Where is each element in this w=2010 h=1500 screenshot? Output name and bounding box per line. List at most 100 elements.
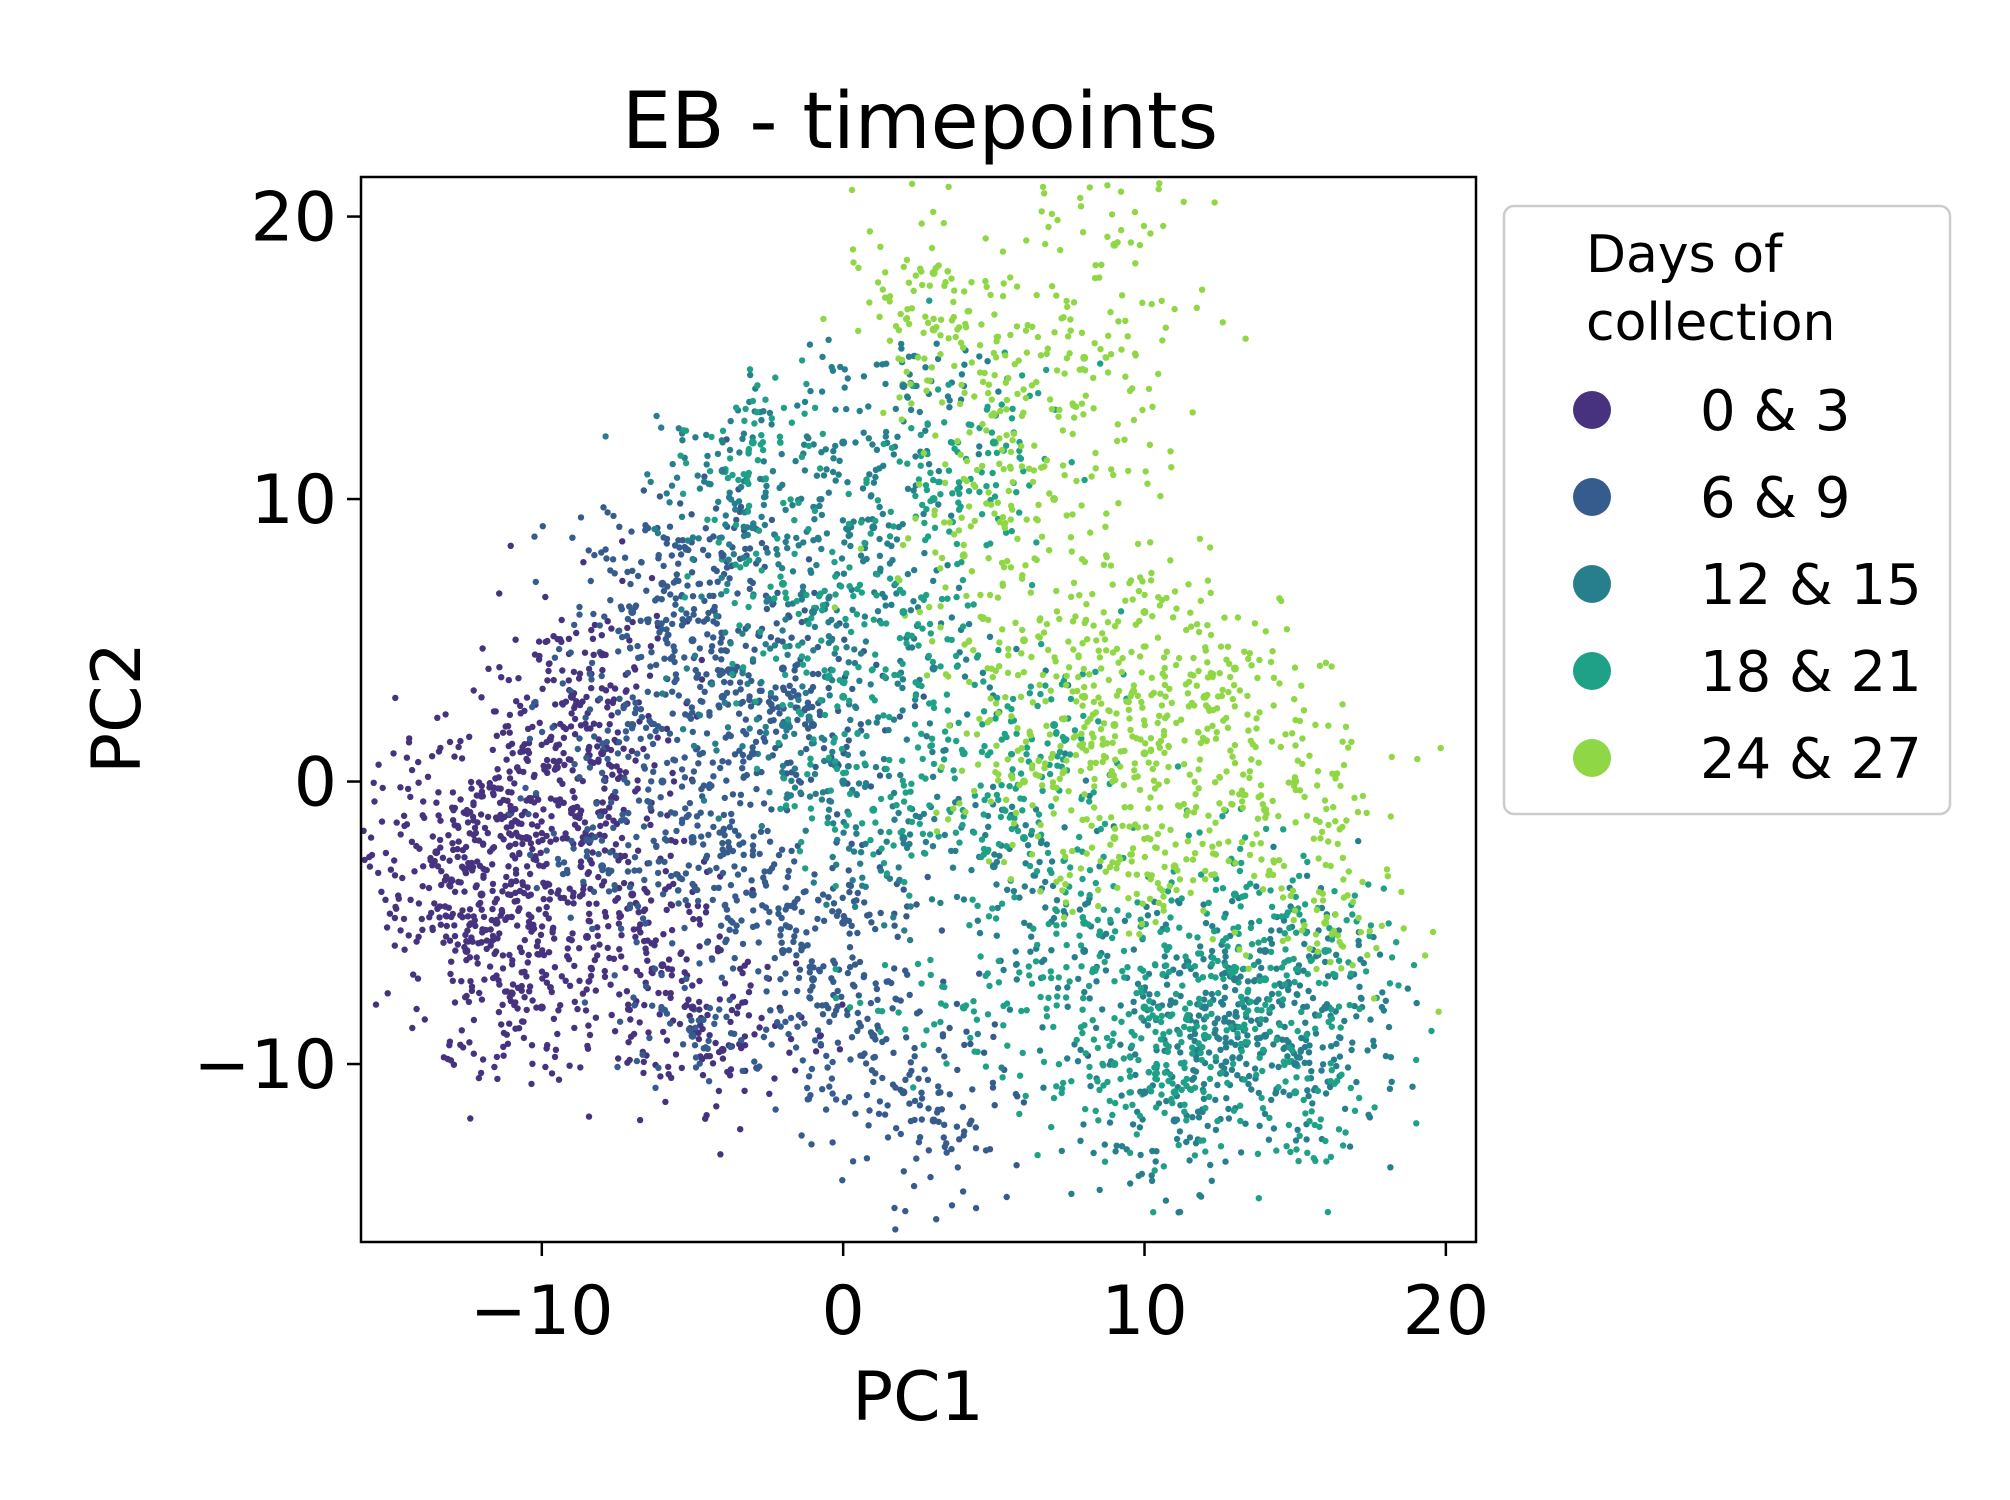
cloud-point bbox=[682, 545, 689, 552]
cloud-point bbox=[986, 684, 993, 691]
cloud-point bbox=[755, 527, 763, 534]
cloud-point bbox=[675, 692, 682, 699]
cloud-point bbox=[760, 1033, 768, 1041]
cloud-point bbox=[497, 785, 504, 792]
cloud-point bbox=[1068, 548, 1076, 555]
cloud-point bbox=[913, 1010, 921, 1017]
cloud-point bbox=[1101, 958, 1108, 966]
cloud-point bbox=[709, 759, 716, 766]
cloud-point bbox=[995, 710, 1002, 717]
cloud-point bbox=[741, 417, 748, 424]
cloud-point bbox=[728, 818, 736, 825]
cloud-point bbox=[589, 635, 597, 642]
cloud-point bbox=[1210, 954, 1217, 962]
cloud-point bbox=[1159, 970, 1167, 978]
cloud-point bbox=[1162, 324, 1170, 331]
cloud-point bbox=[999, 626, 1006, 633]
cloud-point bbox=[769, 468, 777, 475]
cloud-point bbox=[1151, 1070, 1159, 1078]
cloud-point bbox=[868, 919, 875, 926]
cloud-point bbox=[533, 1004, 540, 1011]
cloud-point bbox=[1131, 1008, 1138, 1015]
cloud-point bbox=[699, 1071, 707, 1079]
cloud-point bbox=[771, 595, 778, 602]
cloud-point bbox=[442, 933, 450, 940]
cloud-point bbox=[923, 672, 931, 679]
cloud-point bbox=[740, 839, 747, 846]
cloud-point bbox=[523, 863, 531, 870]
cloud-point bbox=[1304, 858, 1311, 866]
cloud-point bbox=[712, 505, 720, 512]
cloud-point bbox=[1204, 725, 1211, 732]
cloud-point bbox=[1167, 914, 1174, 921]
cloud-point bbox=[899, 757, 906, 764]
cloud-point bbox=[1111, 928, 1119, 935]
cloud-point bbox=[878, 620, 885, 627]
cloud-point bbox=[450, 1061, 458, 1068]
cloud-point bbox=[696, 921, 704, 928]
cloud-point bbox=[594, 924, 601, 931]
cloud-point bbox=[681, 924, 688, 932]
cloud-point bbox=[884, 540, 891, 547]
cloud-point bbox=[1251, 620, 1259, 627]
cloud-point bbox=[1212, 1054, 1220, 1061]
cloud-point bbox=[591, 833, 599, 841]
cloud-point bbox=[1061, 370, 1068, 377]
cloud-point bbox=[571, 821, 579, 828]
cloud-point bbox=[904, 570, 912, 578]
cloud-point bbox=[605, 923, 612, 930]
cloud-point bbox=[1126, 1149, 1134, 1157]
cloud-point bbox=[1028, 382, 1036, 389]
cloud-point bbox=[582, 1007, 590, 1014]
cloud-point bbox=[891, 965, 898, 972]
cloud-point bbox=[1063, 941, 1070, 949]
cloud-point bbox=[1175, 654, 1183, 662]
cloud-point bbox=[615, 739, 623, 746]
cloud-point bbox=[1028, 980, 1036, 987]
cloud-point bbox=[781, 733, 789, 740]
cloud-point bbox=[911, 1044, 918, 1052]
cloud-point bbox=[711, 516, 718, 523]
cloud-point bbox=[798, 838, 805, 846]
cloud-point bbox=[1387, 1164, 1394, 1171]
cloud-point bbox=[578, 863, 585, 871]
cloud-point bbox=[596, 721, 603, 729]
cloud-point bbox=[1067, 316, 1074, 323]
cloud-point bbox=[923, 1027, 930, 1034]
cloud-point bbox=[524, 725, 532, 733]
cloud-point bbox=[1280, 826, 1287, 833]
cloud-point bbox=[885, 772, 893, 780]
cloud-point bbox=[955, 527, 963, 534]
cloud-point bbox=[518, 987, 525, 994]
cloud-point bbox=[766, 838, 774, 845]
cloud-point bbox=[1171, 588, 1179, 595]
cloud-point bbox=[481, 824, 489, 832]
cloud-point bbox=[499, 965, 507, 972]
cloud-point bbox=[1148, 1177, 1156, 1185]
cloud-point bbox=[1070, 579, 1078, 586]
cloud-point bbox=[1298, 1008, 1305, 1016]
cloud-point bbox=[903, 1034, 910, 1041]
cloud-point bbox=[1219, 885, 1227, 892]
cloud-point bbox=[1413, 1120, 1420, 1127]
cloud-point bbox=[870, 1078, 877, 1086]
cloud-point bbox=[434, 863, 442, 870]
cloud-point bbox=[733, 897, 740, 904]
cloud-point bbox=[1128, 1028, 1135, 1036]
cloud-point bbox=[1043, 350, 1051, 358]
cloud-point bbox=[959, 576, 967, 584]
cloud-point bbox=[696, 943, 703, 950]
cloud-point bbox=[1118, 1018, 1125, 1025]
cloud-point bbox=[540, 806, 547, 813]
cloud-point bbox=[1148, 691, 1155, 699]
cloud-point bbox=[937, 663, 944, 670]
cloud-point bbox=[806, 969, 813, 976]
cloud-point bbox=[801, 467, 809, 474]
cloud-point bbox=[956, 490, 963, 497]
cloud-point bbox=[970, 1008, 978, 1015]
cloud-point bbox=[672, 838, 679, 845]
cloud-point bbox=[545, 660, 553, 668]
cloud-point bbox=[446, 857, 453, 864]
cloud-point bbox=[972, 1204, 980, 1212]
cloud-point bbox=[1044, 849, 1052, 857]
